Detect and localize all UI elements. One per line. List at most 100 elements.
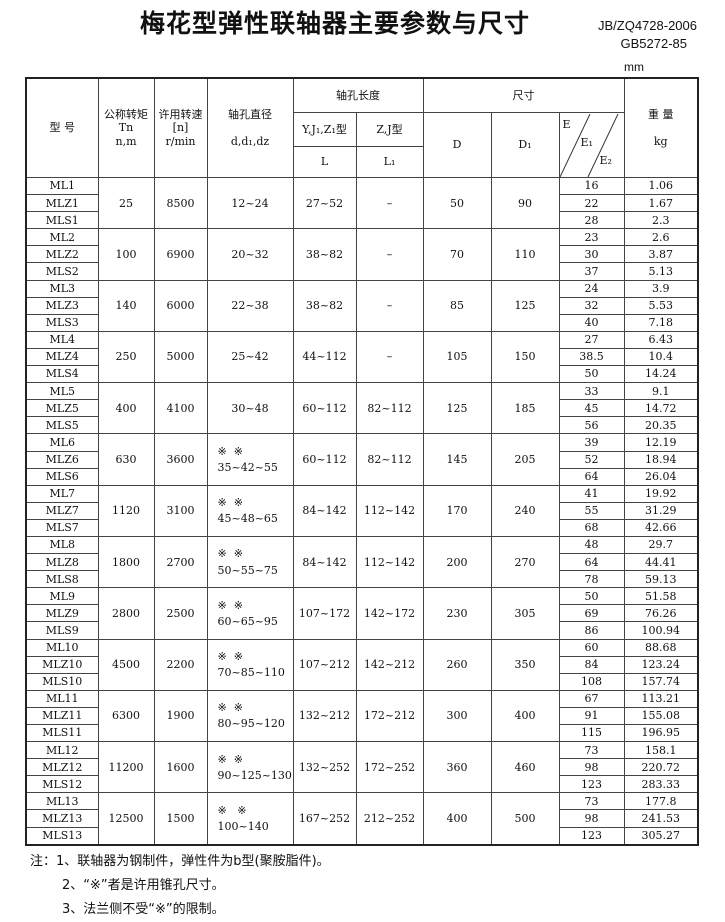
L-cell: 60~112 xyxy=(292,433,357,486)
D-cell: 260 xyxy=(422,638,492,691)
taper-mark: ※ ※ xyxy=(217,803,247,817)
E-cell: 40 xyxy=(558,313,625,332)
model-cell: MLZ11 xyxy=(25,706,99,726)
E-cell: 69 xyxy=(558,604,625,623)
D-cell: 105 xyxy=(422,330,492,384)
model-cell: MLZ5 xyxy=(25,399,99,418)
E-cell: 41 xyxy=(558,484,625,503)
E-cell: 67 xyxy=(558,689,625,708)
D1-cell: 350 xyxy=(490,638,560,691)
model-cell: MLS10 xyxy=(25,672,99,691)
weight-cell: 3.9 xyxy=(623,279,699,298)
weight-cell: 5.53 xyxy=(623,296,699,315)
taper-mark: ※ ※ xyxy=(217,752,243,766)
weight-cell: 7.18 xyxy=(623,313,699,332)
D1-cell: 305 xyxy=(490,587,560,640)
speed-cell: 4100 xyxy=(153,382,208,435)
D-cell: 145 xyxy=(422,433,492,486)
E-cell: 73 xyxy=(558,741,625,760)
header-D1: D₁ xyxy=(490,112,560,178)
model-cell: ML3 xyxy=(25,279,99,298)
weight-cell: 1.06 xyxy=(623,176,699,196)
bore-range: 30~48 xyxy=(231,401,269,415)
bore-diameter-cell: 25~42 xyxy=(206,330,294,384)
L1-cell: 172~252 xyxy=(355,741,424,794)
E-cell: 115 xyxy=(558,723,625,743)
E-cell: 48 xyxy=(558,535,625,555)
D-cell: 70 xyxy=(422,228,492,281)
D1-cell: 110 xyxy=(490,228,560,281)
table-row: MLZ12 98 220.72 xyxy=(25,758,699,777)
E-cell: 98 xyxy=(558,809,625,828)
coupling-parameters-table: 型 号 公称转矩 Tn n,m 许用转速 [n] r/min 轴孔直径 d,d₁,dz 轴… xyxy=(25,77,699,846)
E-cell: 68 xyxy=(558,518,625,537)
weight-cell: 14.72 xyxy=(623,399,699,418)
note: 3、法兰侧不受“※”的限制。 xyxy=(62,902,225,917)
table-row: ML3 140 6000 22~38 38~82–85 125 24 3.9 xyxy=(25,279,699,332)
model-cell: MLZ2 xyxy=(25,245,99,264)
table-row: ML5 400 4100 30~48 60~112 82~112 125 185 33 9.1 xyxy=(25,382,699,435)
table-row: MLS5 56 20.35 xyxy=(25,416,699,435)
e2-label: E₂ xyxy=(599,153,612,167)
L-cell: 84~142 xyxy=(292,535,357,589)
model-cell: MLZ7 xyxy=(25,501,99,520)
table-row: ML11 6300 1900 ※ ※ 80~95~120 132~212 172~212 30… xyxy=(25,689,699,743)
speed-cell: 1600 xyxy=(153,741,208,794)
L-cell: 107~172 xyxy=(292,587,357,640)
D1-cell: 90 xyxy=(490,176,560,230)
E-cell: 39 xyxy=(558,433,625,452)
table-row: ML8 1800 2700 ※ ※ 50~55~75 84~142 112~142 200 27… xyxy=(25,535,699,589)
weight-cell: 157.74 xyxy=(623,672,699,691)
model-cell: MLZ1 xyxy=(25,194,99,213)
table-row: MLZ9 69 76.26 xyxy=(25,604,699,623)
weight-cell: 305.27 xyxy=(623,826,699,846)
table-row: ML7 1120 3100 ※ ※ 45~48~65 84~142 112~142 170 24… xyxy=(25,484,699,537)
L-cell: 167~252 xyxy=(292,792,357,846)
weight-cell: 51.58 xyxy=(623,587,699,606)
model-cell: MLS6 xyxy=(25,467,99,486)
taper-mark: ※ ※ xyxy=(217,649,243,663)
torque-cell: 140 xyxy=(97,279,155,332)
bore-range: 90~125~130 xyxy=(217,768,292,782)
speed-cell: 1900 xyxy=(153,689,208,743)
D-cell: 400 xyxy=(422,792,492,846)
model-cell: MLZ8 xyxy=(25,553,99,572)
bore-range: 70~85~110 xyxy=(217,666,285,680)
model-cell: MLS8 xyxy=(25,570,99,589)
weight-cell: 196.95 xyxy=(623,723,699,743)
model-cell: ML11 xyxy=(25,689,99,708)
speed-cell: 6000 xyxy=(153,279,208,332)
model-cell: ML4 xyxy=(25,330,99,349)
model-cell: MLS12 xyxy=(25,775,99,794)
weight-cell: 100.94 xyxy=(623,621,699,640)
model-cell: MLS3 xyxy=(25,313,99,332)
weight-cell: 177.8 xyxy=(623,792,699,811)
bore-range: 60~65~95 xyxy=(217,614,278,628)
E-cell: 91 xyxy=(558,706,625,726)
D-cell: 200 xyxy=(422,535,492,589)
L-cell: 107~212 xyxy=(292,638,357,691)
bore-diameter-cell: 22~38 xyxy=(206,279,294,332)
L-cell: 60~112 xyxy=(292,382,357,435)
table-row: MLZ10 84 123.24 xyxy=(25,655,699,674)
bore-range: 80~95~120 xyxy=(217,717,285,731)
L1-cell: 212~252 xyxy=(355,792,424,846)
D1-cell: 270 xyxy=(490,535,560,589)
torque-cell: 1120 xyxy=(97,484,155,537)
E-cell: 28 xyxy=(558,211,625,230)
E-cell: 16 xyxy=(558,176,625,196)
L1-cell: – xyxy=(355,176,424,230)
header-bore-length: 轴孔长度 xyxy=(292,77,424,113)
model-cell: MLZ4 xyxy=(25,347,99,367)
E-cell: 78 xyxy=(558,570,625,589)
model-cell: MLS11 xyxy=(25,723,99,743)
speed-cell: 3100 xyxy=(153,484,208,537)
weight-cell: 10.4 xyxy=(623,347,699,367)
notes: 注：1、联轴器为钢制件，弹性件为b型(聚胺脂件)。 2、“※”者是许用锥孔尺寸。… xyxy=(30,850,330,922)
note: 2、“※”者是许用锥孔尺寸。 xyxy=(62,878,225,893)
table-row: ML10 4500 2200 ※ ※ 70~85~110 107~212 142~212 26… xyxy=(25,638,699,691)
D-cell: 360 xyxy=(422,741,492,794)
bore-range: 22~38 xyxy=(231,299,269,313)
L1-cell: 112~142 xyxy=(355,535,424,589)
E-cell: 24 xyxy=(558,279,625,298)
